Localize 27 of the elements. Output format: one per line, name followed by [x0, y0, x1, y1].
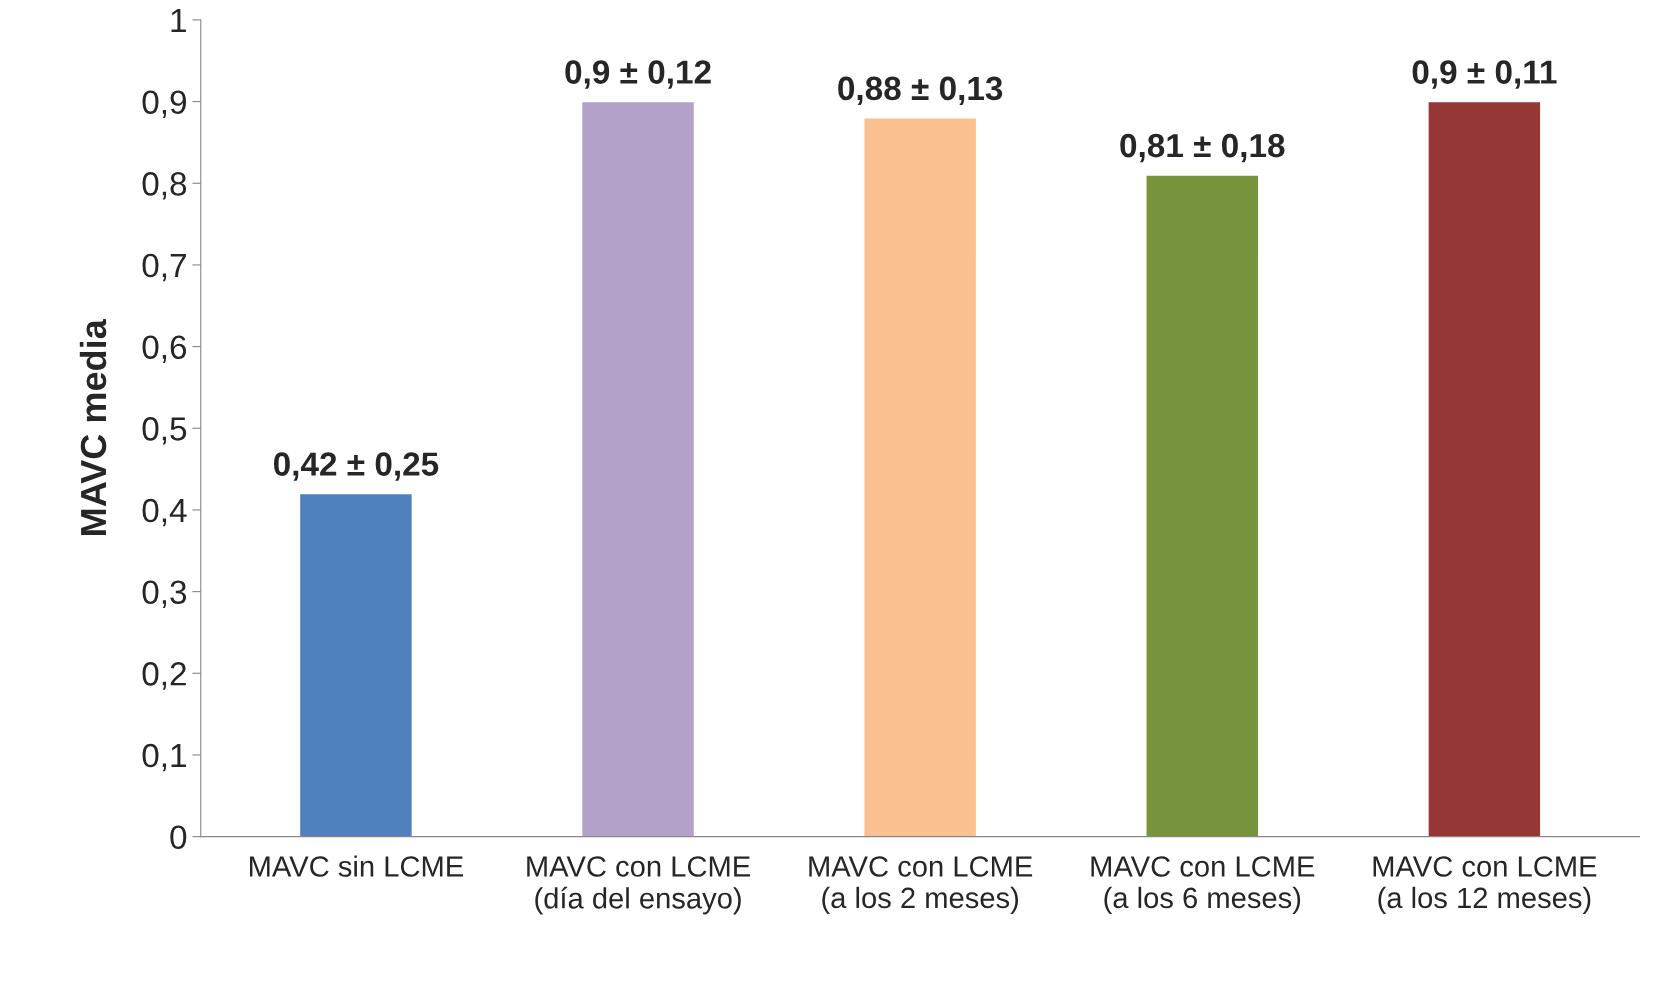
bar — [298, 492, 414, 837]
x-tick-label: MAVC con LCME (a los 2 meses) — [809, 856, 1033, 914]
y-tick-label: 0,5 — [142, 417, 187, 445]
y-tick-label: 0,8 — [142, 172, 187, 200]
data-label: 0,42 ± 0,25 — [273, 452, 439, 481]
data-label: 0,81 ± 0,18 — [1120, 133, 1285, 163]
bar — [863, 117, 978, 837]
y-tick-label: 0,7 — [142, 253, 186, 282]
y-tick-label: 0,4 — [142, 498, 187, 527]
y-tick-label: 0 — [170, 825, 187, 850]
bar — [1427, 100, 1542, 837]
y-tick-label: 0,6 — [142, 335, 187, 363]
x-tick-label: MAVC con LCME (a los 12 meses) — [1373, 856, 1597, 914]
bar — [1145, 174, 1260, 837]
data-label: 0,9 ± 0,12 — [565, 60, 711, 89]
y-tick-label: 0,2 — [142, 662, 186, 690]
y-tick-label: 0,1 — [142, 743, 186, 772]
x-tick-label: MAVC con LCME (a los 6 meses) — [1091, 856, 1315, 914]
bar — [580, 100, 696, 837]
y-tick-label: 0,3 — [142, 580, 187, 608]
x-tick-label: MAVC con LCME (día del ensayo) — [527, 856, 750, 915]
y-tick-label: 1 — [171, 9, 186, 32]
x-tick-label: MAVC sin LCME — [250, 855, 463, 877]
data-label: 0,9 ± 0,11 — [1412, 60, 1557, 89]
data-label: 0,88 ± 0,13 — [838, 76, 1003, 106]
y-axis-title: MAVC media — [79, 319, 107, 535]
y-tick-label: 0,9 — [142, 90, 186, 118]
